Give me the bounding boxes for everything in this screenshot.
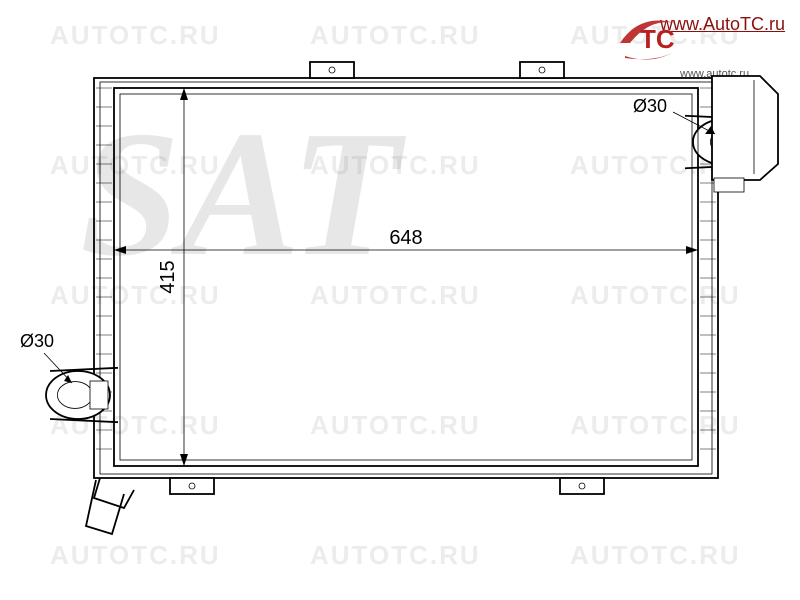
svg-text:TC: TC bbox=[640, 24, 675, 54]
svg-text:Ø30: Ø30 bbox=[20, 331, 54, 351]
svg-text:Ø30: Ø30 bbox=[633, 96, 667, 116]
technical-drawing: TC Ø30 Ø30 648 415 bbox=[0, 0, 800, 600]
svg-text:648: 648 bbox=[389, 227, 422, 249]
svg-text:415: 415 bbox=[157, 260, 179, 293]
